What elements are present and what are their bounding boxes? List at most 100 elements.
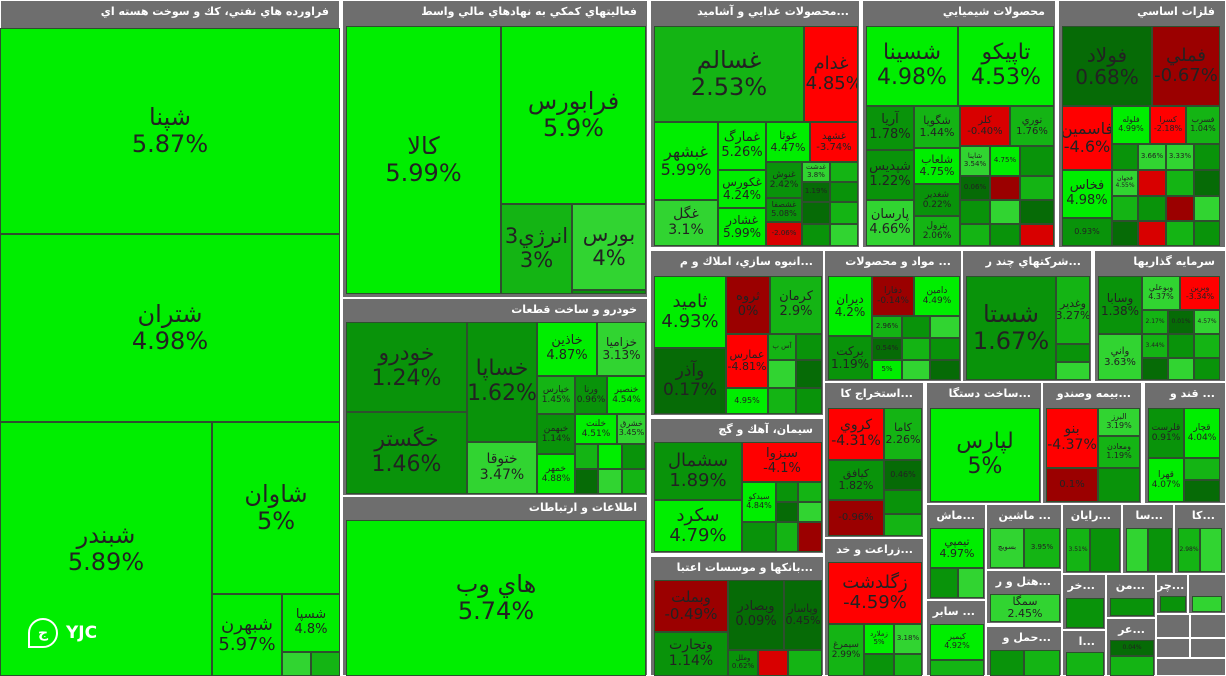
stock-tile[interactable]: قچار 4.04% — [1184, 408, 1220, 458]
stock-tile[interactable]: خمهر 4.88% — [537, 454, 575, 494]
stock-tile[interactable]: ومعادن 1.19% — [1098, 436, 1140, 468]
stock-tile[interactable]: فلوله 4.99% — [1112, 106, 1150, 144]
stock-tile[interactable] — [1194, 221, 1220, 246]
stock-tile[interactable] — [830, 162, 858, 182]
stock-tile[interactable]: غشهد -3.74% — [810, 122, 858, 162]
stock-tile[interactable]: شغدير 0.22% — [914, 184, 960, 216]
stock-tile[interactable] — [622, 469, 646, 494]
stock-tile[interactable] — [830, 224, 858, 246]
stock-tile[interactable]: 1.19% — [802, 182, 830, 202]
stock-tile[interactable]: خپارس 1.45% — [537, 376, 575, 414]
stock-tile[interactable]: شگويا 1.44% — [914, 106, 960, 148]
stock-tile[interactable]: 0.04% — [1110, 640, 1154, 656]
stock-tile[interactable]: وسابا 1.38% — [1098, 276, 1142, 334]
stock-tile[interactable] — [1110, 656, 1154, 676]
stock-tile[interactable]: خاذين 4.87% — [537, 322, 597, 376]
stock-tile[interactable]: سيمرغ 2.99% — [828, 624, 864, 676]
stock-tile[interactable]: ورنا 0.96% — [575, 376, 607, 414]
stock-tile[interactable]: غوثا 4.47% — [766, 122, 810, 162]
stock-tile[interactable] — [622, 444, 646, 469]
stock-tile[interactable]: كروي -4.31% — [828, 408, 884, 460]
stock-tile[interactable]: شاينا 3.54% — [960, 146, 990, 176]
stock-tile[interactable]: وبوعلي 4.37% — [1142, 276, 1180, 310]
stock-tile[interactable] — [1148, 528, 1172, 572]
stock-tile[interactable]: غشادر 5.99% — [718, 208, 766, 246]
stock-tile[interactable] — [830, 202, 858, 224]
stock-tile[interactable] — [311, 652, 340, 676]
sector-block[interactable] — [1156, 658, 1226, 676]
stock-tile[interactable]: سمگا 2.45% — [990, 594, 1060, 622]
stock-tile[interactable] — [864, 654, 894, 676]
stock-tile[interactable]: 0.01% — [1168, 310, 1194, 334]
stock-tile[interactable]: دفارا -0.14% — [872, 276, 914, 316]
stock-tile[interactable]: كلر -0.40% — [960, 106, 1010, 146]
stock-tile[interactable]: دامين 4.49% — [914, 276, 960, 316]
stock-tile[interactable]: بنو -4.37% — [1046, 408, 1098, 468]
stock-tile[interactable]: كسرا -2.18% — [1150, 106, 1186, 144]
sector-block[interactable]: م... — [1156, 614, 1190, 638]
stock-tile[interactable] — [1168, 358, 1194, 380]
stock-tile[interactable]: غدام-4.85% — [804, 26, 858, 122]
stock-tile[interactable]: -0.96% — [828, 500, 884, 536]
stock-tile[interactable] — [1056, 362, 1090, 380]
stock-tile[interactable]: 0.93% — [1062, 218, 1112, 246]
stock-tile[interactable] — [796, 360, 822, 388]
stock-tile[interactable]: 2.96% — [872, 316, 902, 338]
stock-tile[interactable]: شپنا 5.87% — [0, 28, 340, 234]
stock-tile[interactable] — [1138, 170, 1166, 196]
stock-tile[interactable]: وپاسار 0.45% — [784, 580, 822, 650]
stock-tile[interactable]: پترول 2.06% — [914, 216, 960, 246]
stock-tile[interactable] — [960, 224, 990, 246]
stock-tile[interactable] — [1160, 596, 1186, 612]
stock-tile[interactable] — [930, 316, 960, 338]
stock-tile[interactable]: 2.17% — [1142, 310, 1168, 334]
stock-tile[interactable] — [598, 444, 622, 469]
stock-tile[interactable] — [798, 502, 822, 522]
stock-tile[interactable] — [798, 522, 822, 552]
stock-tile[interactable]: وآذر 0.17% — [654, 348, 726, 414]
stock-tile[interactable] — [1194, 358, 1220, 380]
stock-tile[interactable] — [930, 338, 960, 360]
stock-tile[interactable]: ختوقا 3.47% — [467, 442, 537, 494]
stock-tile[interactable]: وبرين -3.34% — [1180, 276, 1220, 310]
stock-tile[interactable] — [958, 568, 984, 598]
stock-tile[interactable]: قلرست 0.91% — [1148, 408, 1184, 458]
stock-tile[interactable] — [572, 290, 646, 294]
stock-tile[interactable] — [776, 522, 798, 552]
stock-tile[interactable] — [758, 650, 788, 676]
stock-tile[interactable]: 4.57% — [1194, 310, 1220, 334]
stock-tile[interactable]: 3.18% — [894, 624, 922, 654]
stock-tile[interactable]: غكورس 4.24% — [718, 170, 766, 208]
stock-tile[interactable] — [1200, 528, 1222, 572]
stock-tile[interactable] — [798, 482, 822, 502]
stock-tile[interactable]: 0.06% — [960, 176, 990, 200]
stock-tile[interactable]: شاوان 5% — [212, 422, 340, 594]
stock-tile[interactable]: وبصادر 0.09% — [728, 580, 784, 650]
stock-tile[interactable] — [282, 652, 311, 676]
sector-block[interactable] — [1190, 638, 1226, 658]
stock-tile[interactable]: عمارس -4.81% — [726, 334, 768, 388]
sector-block[interactable] — [1156, 638, 1190, 658]
stock-tile[interactable] — [802, 202, 830, 224]
stock-tile[interactable] — [1138, 221, 1166, 246]
stock-tile[interactable]: غمارگ 5.26% — [718, 122, 766, 170]
stock-tile[interactable]: فملي -0.67% — [1152, 26, 1220, 106]
stock-tile[interactable] — [894, 654, 922, 676]
stock-tile[interactable]: غشصفا 5.08% — [766, 198, 802, 222]
stock-tile[interactable] — [1112, 196, 1138, 221]
stock-tile[interactable]: ديران 4.2% — [828, 276, 872, 336]
stock-tile[interactable]: فسرب 1.04% — [1186, 106, 1220, 144]
stock-tile[interactable] — [1184, 480, 1220, 502]
stock-tile[interactable] — [1024, 650, 1060, 676]
stock-tile[interactable] — [884, 490, 922, 514]
stock-tile[interactable] — [1056, 344, 1090, 362]
stock-tile[interactable] — [788, 650, 822, 676]
stock-tile[interactable] — [1142, 358, 1168, 380]
stock-tile[interactable]: خساپا 1.62% — [467, 322, 537, 442]
stock-tile[interactable]: سبزوا -4.1% — [742, 442, 822, 482]
stock-tile[interactable] — [575, 444, 598, 469]
stock-tile[interactable]: آريا 1.78% — [866, 106, 914, 150]
stock-tile[interactable]: غسالم 2.53% — [654, 26, 804, 122]
stock-tile[interactable]: فرابورس 5.9% — [501, 26, 646, 204]
stock-tile[interactable] — [960, 200, 990, 224]
